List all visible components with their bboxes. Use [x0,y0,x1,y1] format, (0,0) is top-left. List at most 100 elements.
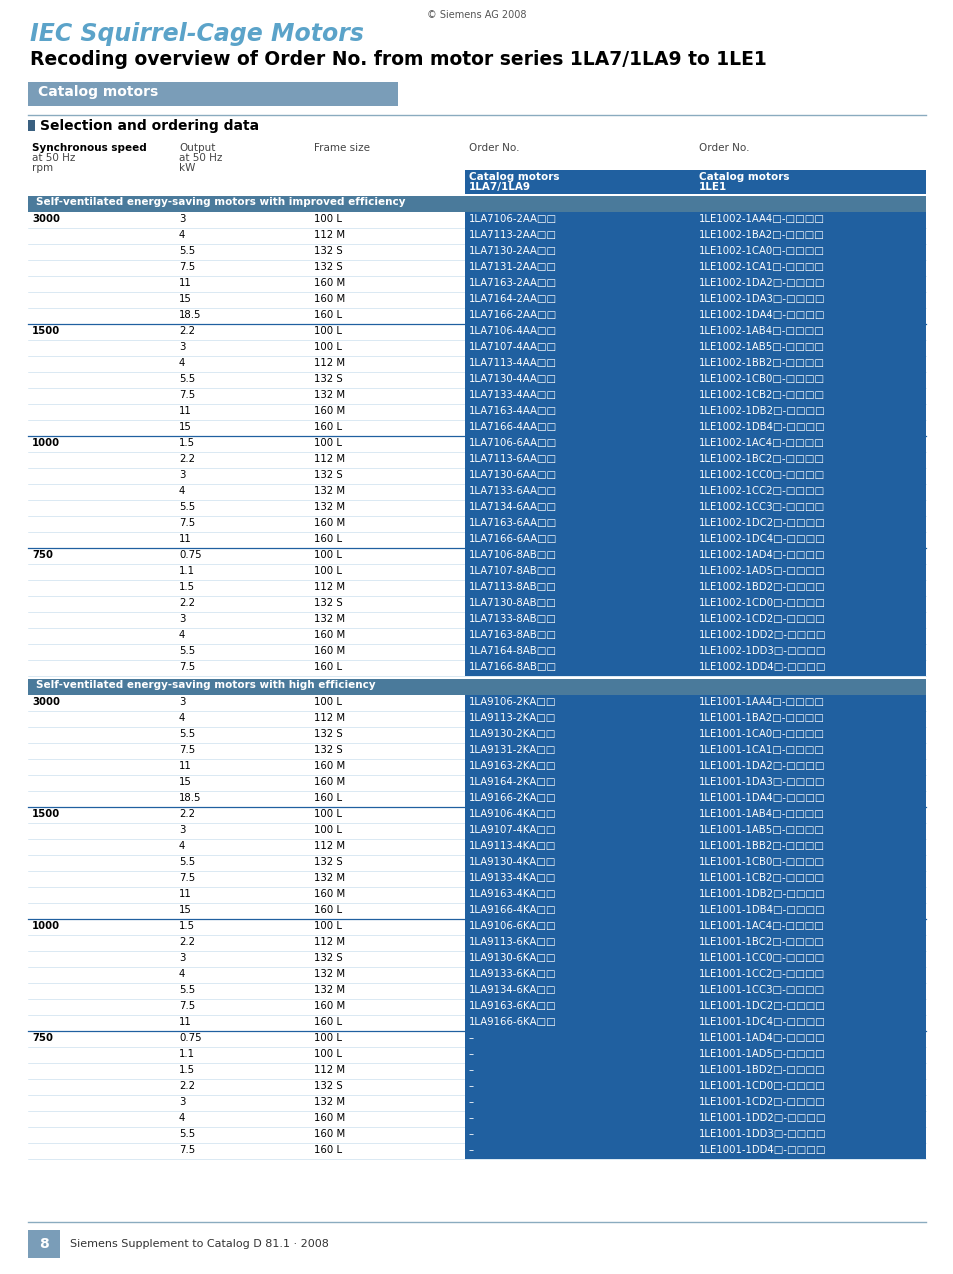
Text: 1LE1001-1DA4□-□□□□: 1LE1001-1DA4□-□□□□ [699,792,824,803]
Text: 1LE1002-1BD2□-□□□□: 1LE1002-1BD2□-□□□□ [699,582,825,592]
Text: 1LA9134-6KA□□: 1LA9134-6KA□□ [469,985,556,995]
Bar [464,340,695,355]
Bar [464,1111,695,1127]
Text: 1.5: 1.5 [179,1065,195,1075]
Bar [464,276,695,292]
Bar [695,324,925,340]
Bar [464,420,695,436]
Text: 1LE1002-1DA4□-□□□□: 1LE1002-1DA4□-□□□□ [699,310,824,320]
Text: 112 M: 112 M [314,358,345,368]
Text: 132 M: 132 M [314,1097,345,1107]
Text: 1LE1002-1AB5□-□□□□: 1LE1002-1AB5□-□□□□ [699,341,824,352]
Text: 2.2: 2.2 [179,936,194,947]
Text: 4: 4 [179,231,185,240]
Bar [464,245,695,260]
Text: 1LE1001-1CA0□-□□□□: 1LE1001-1CA0□-□□□□ [699,729,824,739]
Text: 1LA7166-4AA□□: 1LA7166-4AA□□ [469,422,557,432]
Bar [695,1094,925,1111]
Bar [695,967,925,984]
Text: 1LE1002-1DD3□-□□□□: 1LE1002-1DD3□-□□□□ [699,646,825,656]
Bar [464,228,695,245]
Text: 160 M: 160 M [314,278,345,288]
Bar [464,260,695,276]
Bar [464,1031,695,1047]
Text: 1LE1002-1DB2□-□□□□: 1LE1002-1DB2□-□□□□ [699,406,825,417]
Text: 132 S: 132 S [314,953,342,963]
Text: 1LA7130-2AA□□: 1LA7130-2AA□□ [469,246,557,256]
Text: 160 L: 160 L [314,534,342,544]
Text: 1LE1002-1DA2□-□□□□: 1LE1002-1DA2□-□□□□ [699,278,824,288]
Text: 160 M: 160 M [314,646,345,656]
Text: 1LE1001-1DD3□-□□□□: 1LE1001-1DD3□-□□□□ [699,1129,825,1139]
Text: 1LA7131-2AA□□: 1LA7131-2AA□□ [469,262,557,273]
Text: 132 S: 132 S [314,1082,342,1091]
Text: 1LE1002-1CC2□-□□□□: 1LE1002-1CC2□-□□□□ [699,485,824,496]
Text: 1LA7166-8AB□□: 1LA7166-8AB□□ [469,662,557,671]
Text: 1LA7133-4AA□□: 1LA7133-4AA□□ [469,390,557,400]
Text: 4: 4 [179,713,185,724]
Text: 1LA7106-8AB□□: 1LA7106-8AB□□ [469,550,557,561]
Text: 132 M: 132 M [314,614,345,624]
Text: 1LE1002-1DC4□-□□□□: 1LE1002-1DC4□-□□□□ [699,534,825,544]
Text: 1LA7134-6AA□□: 1LA7134-6AA□□ [469,502,557,512]
Text: kW: kW [179,163,195,173]
Text: IEC Squirrel-Cage Motors: IEC Squirrel-Cage Motors [30,22,364,46]
Text: 100 L: 100 L [314,921,341,931]
Text: 11: 11 [179,889,192,899]
Text: 1.5: 1.5 [179,921,195,931]
Text: 1LE1002-1AB4□-□□□□: 1LE1002-1AB4□-□□□□ [699,326,824,336]
Bar [695,999,925,1015]
Text: 15: 15 [179,294,192,304]
Bar [464,452,695,468]
Text: 1LA7164-2AA□□: 1LA7164-2AA□□ [469,294,557,304]
Bar [695,759,925,775]
Text: 1LE1001-1CD0□-□□□□: 1LE1001-1CD0□-□□□□ [699,1082,825,1091]
Text: 112 M: 112 M [314,1065,345,1075]
Bar [695,276,925,292]
Bar [464,855,695,871]
Text: 11: 11 [179,534,192,544]
Text: 112 M: 112 M [314,936,345,947]
Text: 1LA7163-6AA□□: 1LA7163-6AA□□ [469,519,557,527]
Bar [464,628,695,643]
Text: 1LE1002-1BB2□-□□□□: 1LE1002-1BB2□-□□□□ [699,358,824,368]
Bar [464,548,695,564]
Text: 160 M: 160 M [314,1001,345,1012]
Text: 750: 750 [32,1033,53,1043]
Bar [464,484,695,499]
Bar [695,420,925,436]
Text: 5.5: 5.5 [179,246,195,256]
Text: 1LE1002-1CA0□-□□□□: 1LE1002-1CA0□-□□□□ [699,246,824,256]
Bar [464,887,695,903]
Bar [695,484,925,499]
Bar [464,533,695,548]
Bar [695,372,925,389]
Text: 160 M: 160 M [314,1113,345,1122]
Text: 100 L: 100 L [314,326,341,336]
Bar [464,436,695,452]
Text: 1LE1002-1BA2□-□□□□: 1LE1002-1BA2□-□□□□ [699,231,824,240]
Bar [464,499,695,516]
Text: 1LA9166-6KA□□: 1LA9166-6KA□□ [469,1017,557,1027]
Text: 11: 11 [179,406,192,417]
Text: –: – [469,1049,474,1059]
Text: 2.2: 2.2 [179,454,194,464]
Bar [695,1031,925,1047]
Text: 1LE1002-1CC0□-□□□□: 1LE1002-1CC0□-□□□□ [699,470,824,480]
Bar [28,679,925,696]
Bar [28,120,35,131]
Text: 1LA7/1LA9: 1LA7/1LA9 [469,182,531,192]
Text: Recoding overview of Order No. from motor series 1LA7/1LA9 to 1LE1: Recoding overview of Order No. from moto… [30,50,766,69]
Bar [695,452,925,468]
Text: 7.5: 7.5 [179,745,195,755]
Text: 1LE1002-1AD4□-□□□□: 1LE1002-1AD4□-□□□□ [699,550,824,561]
Text: 5.5: 5.5 [179,502,195,512]
Bar [464,612,695,628]
Text: 1.5: 1.5 [179,582,195,592]
Text: 1LE1002-1CB2□-□□□□: 1LE1002-1CB2□-□□□□ [699,390,824,400]
Text: 1.1: 1.1 [179,566,194,576]
Bar [464,840,695,855]
Text: 1LE1001-1AB4□-□□□□: 1LE1001-1AB4□-□□□□ [699,809,824,819]
Text: 100 L: 100 L [314,438,341,448]
Text: 1LA7133-6AA□□: 1LA7133-6AA□□ [469,485,557,496]
